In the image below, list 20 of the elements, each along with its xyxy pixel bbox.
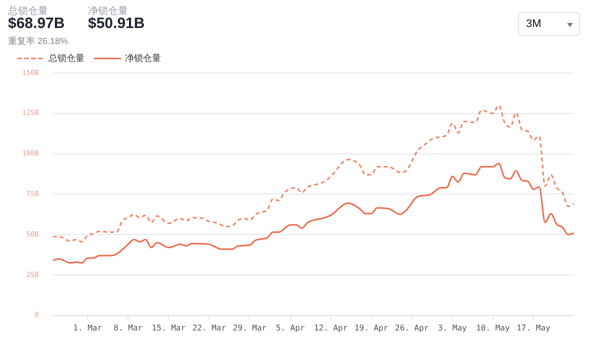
text: 重复率 26.18% bbox=[8, 35, 68, 48]
x-tick-label: 15. Mar bbox=[152, 323, 186, 332]
x-tick-label: 17. May bbox=[516, 323, 551, 332]
x-tick-label: 19. Apr bbox=[354, 323, 388, 332]
text: 净锁仓量 bbox=[88, 5, 128, 17]
x-tick-label: 12. Apr bbox=[314, 323, 348, 332]
x-tick-label: 1. Mar bbox=[73, 323, 102, 332]
x-tick-label: 10. May bbox=[476, 323, 510, 332]
x-tick-label: 3. May bbox=[438, 323, 468, 332]
range-select: 3M bbox=[518, 12, 580, 36]
legend-label: 净锁仓量 bbox=[125, 52, 161, 63]
x-tick-label: 22. Mar bbox=[192, 323, 226, 332]
x-tick-label: 26. Apr bbox=[395, 323, 429, 332]
legend-label: 总锁仓量 bbox=[48, 52, 84, 63]
x-tick-label: 8. Mar bbox=[114, 323, 143, 332]
text: $68.97B bbox=[8, 15, 65, 32]
x-tick-label: 29. Mar bbox=[232, 323, 267, 332]
x-tick-label: 5. Apr bbox=[276, 323, 305, 332]
text: $50.91B bbox=[88, 15, 145, 32]
text: 总锁仓量 bbox=[8, 4, 48, 17]
